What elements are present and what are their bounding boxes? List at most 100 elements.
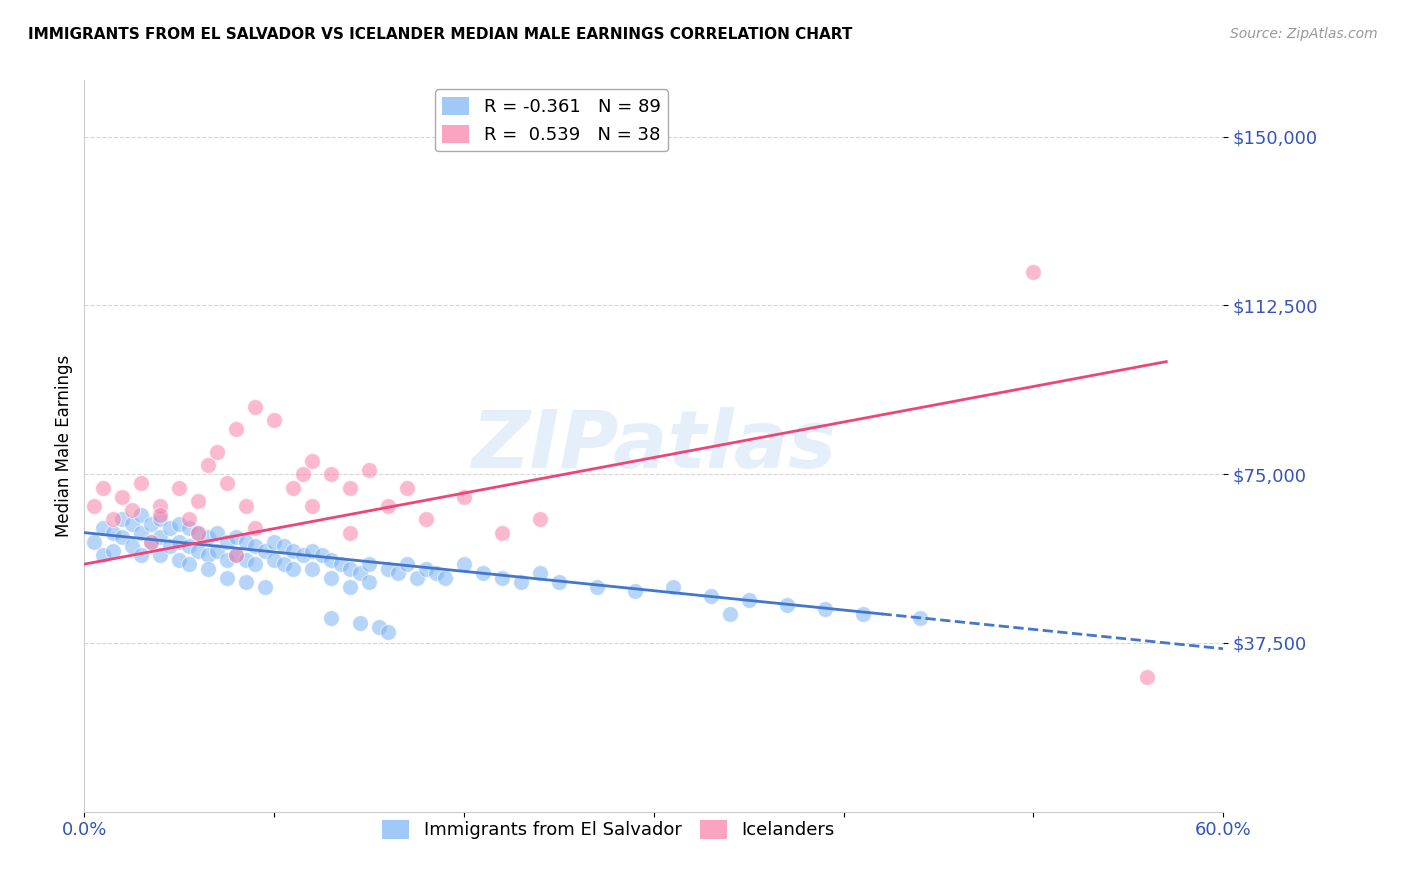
Point	[159, 539, 181, 553]
Point	[139, 516, 162, 531]
Point	[187, 543, 209, 558]
Point	[321, 611, 343, 625]
Point	[738, 593, 761, 607]
Point	[131, 508, 153, 522]
Point	[359, 557, 381, 571]
Point	[83, 534, 105, 549]
Point	[263, 534, 285, 549]
Point	[624, 584, 647, 599]
Point	[235, 552, 257, 566]
Point	[359, 462, 381, 476]
Point	[245, 557, 267, 571]
Point	[177, 512, 200, 526]
Point	[301, 543, 323, 558]
Point	[149, 530, 172, 544]
Point	[83, 499, 105, 513]
Point	[359, 575, 381, 590]
Point	[425, 566, 447, 581]
Point	[187, 525, 209, 540]
Point	[169, 534, 191, 549]
Point	[93, 521, 115, 535]
Point	[434, 571, 457, 585]
Point	[396, 557, 419, 571]
Point	[491, 571, 513, 585]
Point	[177, 557, 200, 571]
Point	[207, 543, 229, 558]
Point	[207, 444, 229, 458]
Point	[311, 548, 333, 562]
Point	[1136, 670, 1159, 684]
Point	[291, 467, 314, 482]
Point	[187, 525, 209, 540]
Point	[273, 557, 295, 571]
Point	[131, 476, 153, 491]
Point	[283, 562, 305, 576]
Point	[301, 562, 323, 576]
Point	[339, 525, 361, 540]
Point	[215, 534, 238, 549]
Point	[235, 534, 257, 549]
Point	[349, 566, 371, 581]
Point	[377, 624, 399, 639]
Point	[207, 525, 229, 540]
Point	[149, 508, 172, 522]
Point	[491, 525, 513, 540]
Point	[149, 548, 172, 562]
Point	[245, 539, 267, 553]
Point	[139, 534, 162, 549]
Point	[225, 530, 247, 544]
Text: IMMIGRANTS FROM EL SALVADOR VS ICELANDER MEDIAN MALE EARNINGS CORRELATION CHART: IMMIGRANTS FROM EL SALVADOR VS ICELANDER…	[28, 27, 852, 42]
Point	[1022, 264, 1045, 278]
Point	[215, 571, 238, 585]
Point	[177, 521, 200, 535]
Point	[131, 525, 153, 540]
Point	[101, 525, 124, 540]
Legend: Immigrants from El Salvador, Icelanders: Immigrants from El Salvador, Icelanders	[375, 813, 842, 847]
Point	[472, 566, 495, 581]
Point	[548, 575, 571, 590]
Point	[169, 481, 191, 495]
Point	[245, 521, 267, 535]
Point	[662, 580, 685, 594]
Point	[253, 543, 276, 558]
Point	[159, 521, 181, 535]
Point	[215, 552, 238, 566]
Point	[283, 481, 305, 495]
Point	[111, 512, 134, 526]
Point	[291, 548, 314, 562]
Point	[396, 481, 419, 495]
Point	[187, 494, 209, 508]
Text: ZIPatlas: ZIPatlas	[471, 407, 837, 485]
Point	[377, 562, 399, 576]
Point	[908, 611, 931, 625]
Point	[377, 499, 399, 513]
Point	[415, 512, 437, 526]
Point	[197, 530, 219, 544]
Text: Source: ZipAtlas.com: Source: ZipAtlas.com	[1230, 27, 1378, 41]
Point	[139, 534, 162, 549]
Point	[197, 548, 219, 562]
Point	[121, 516, 143, 531]
Point	[149, 499, 172, 513]
Point	[111, 490, 134, 504]
Point	[225, 548, 247, 562]
Point	[415, 562, 437, 576]
Point	[339, 580, 361, 594]
Y-axis label: Median Male Earnings: Median Male Earnings	[55, 355, 73, 537]
Point	[245, 400, 267, 414]
Point	[235, 575, 257, 590]
Point	[852, 607, 875, 621]
Point	[453, 490, 475, 504]
Point	[111, 530, 134, 544]
Point	[149, 512, 172, 526]
Point	[235, 499, 257, 513]
Point	[93, 548, 115, 562]
Point	[321, 552, 343, 566]
Point	[273, 539, 295, 553]
Point	[253, 580, 276, 594]
Point	[453, 557, 475, 571]
Point	[405, 571, 427, 585]
Point	[387, 566, 409, 581]
Point	[263, 552, 285, 566]
Point	[700, 589, 723, 603]
